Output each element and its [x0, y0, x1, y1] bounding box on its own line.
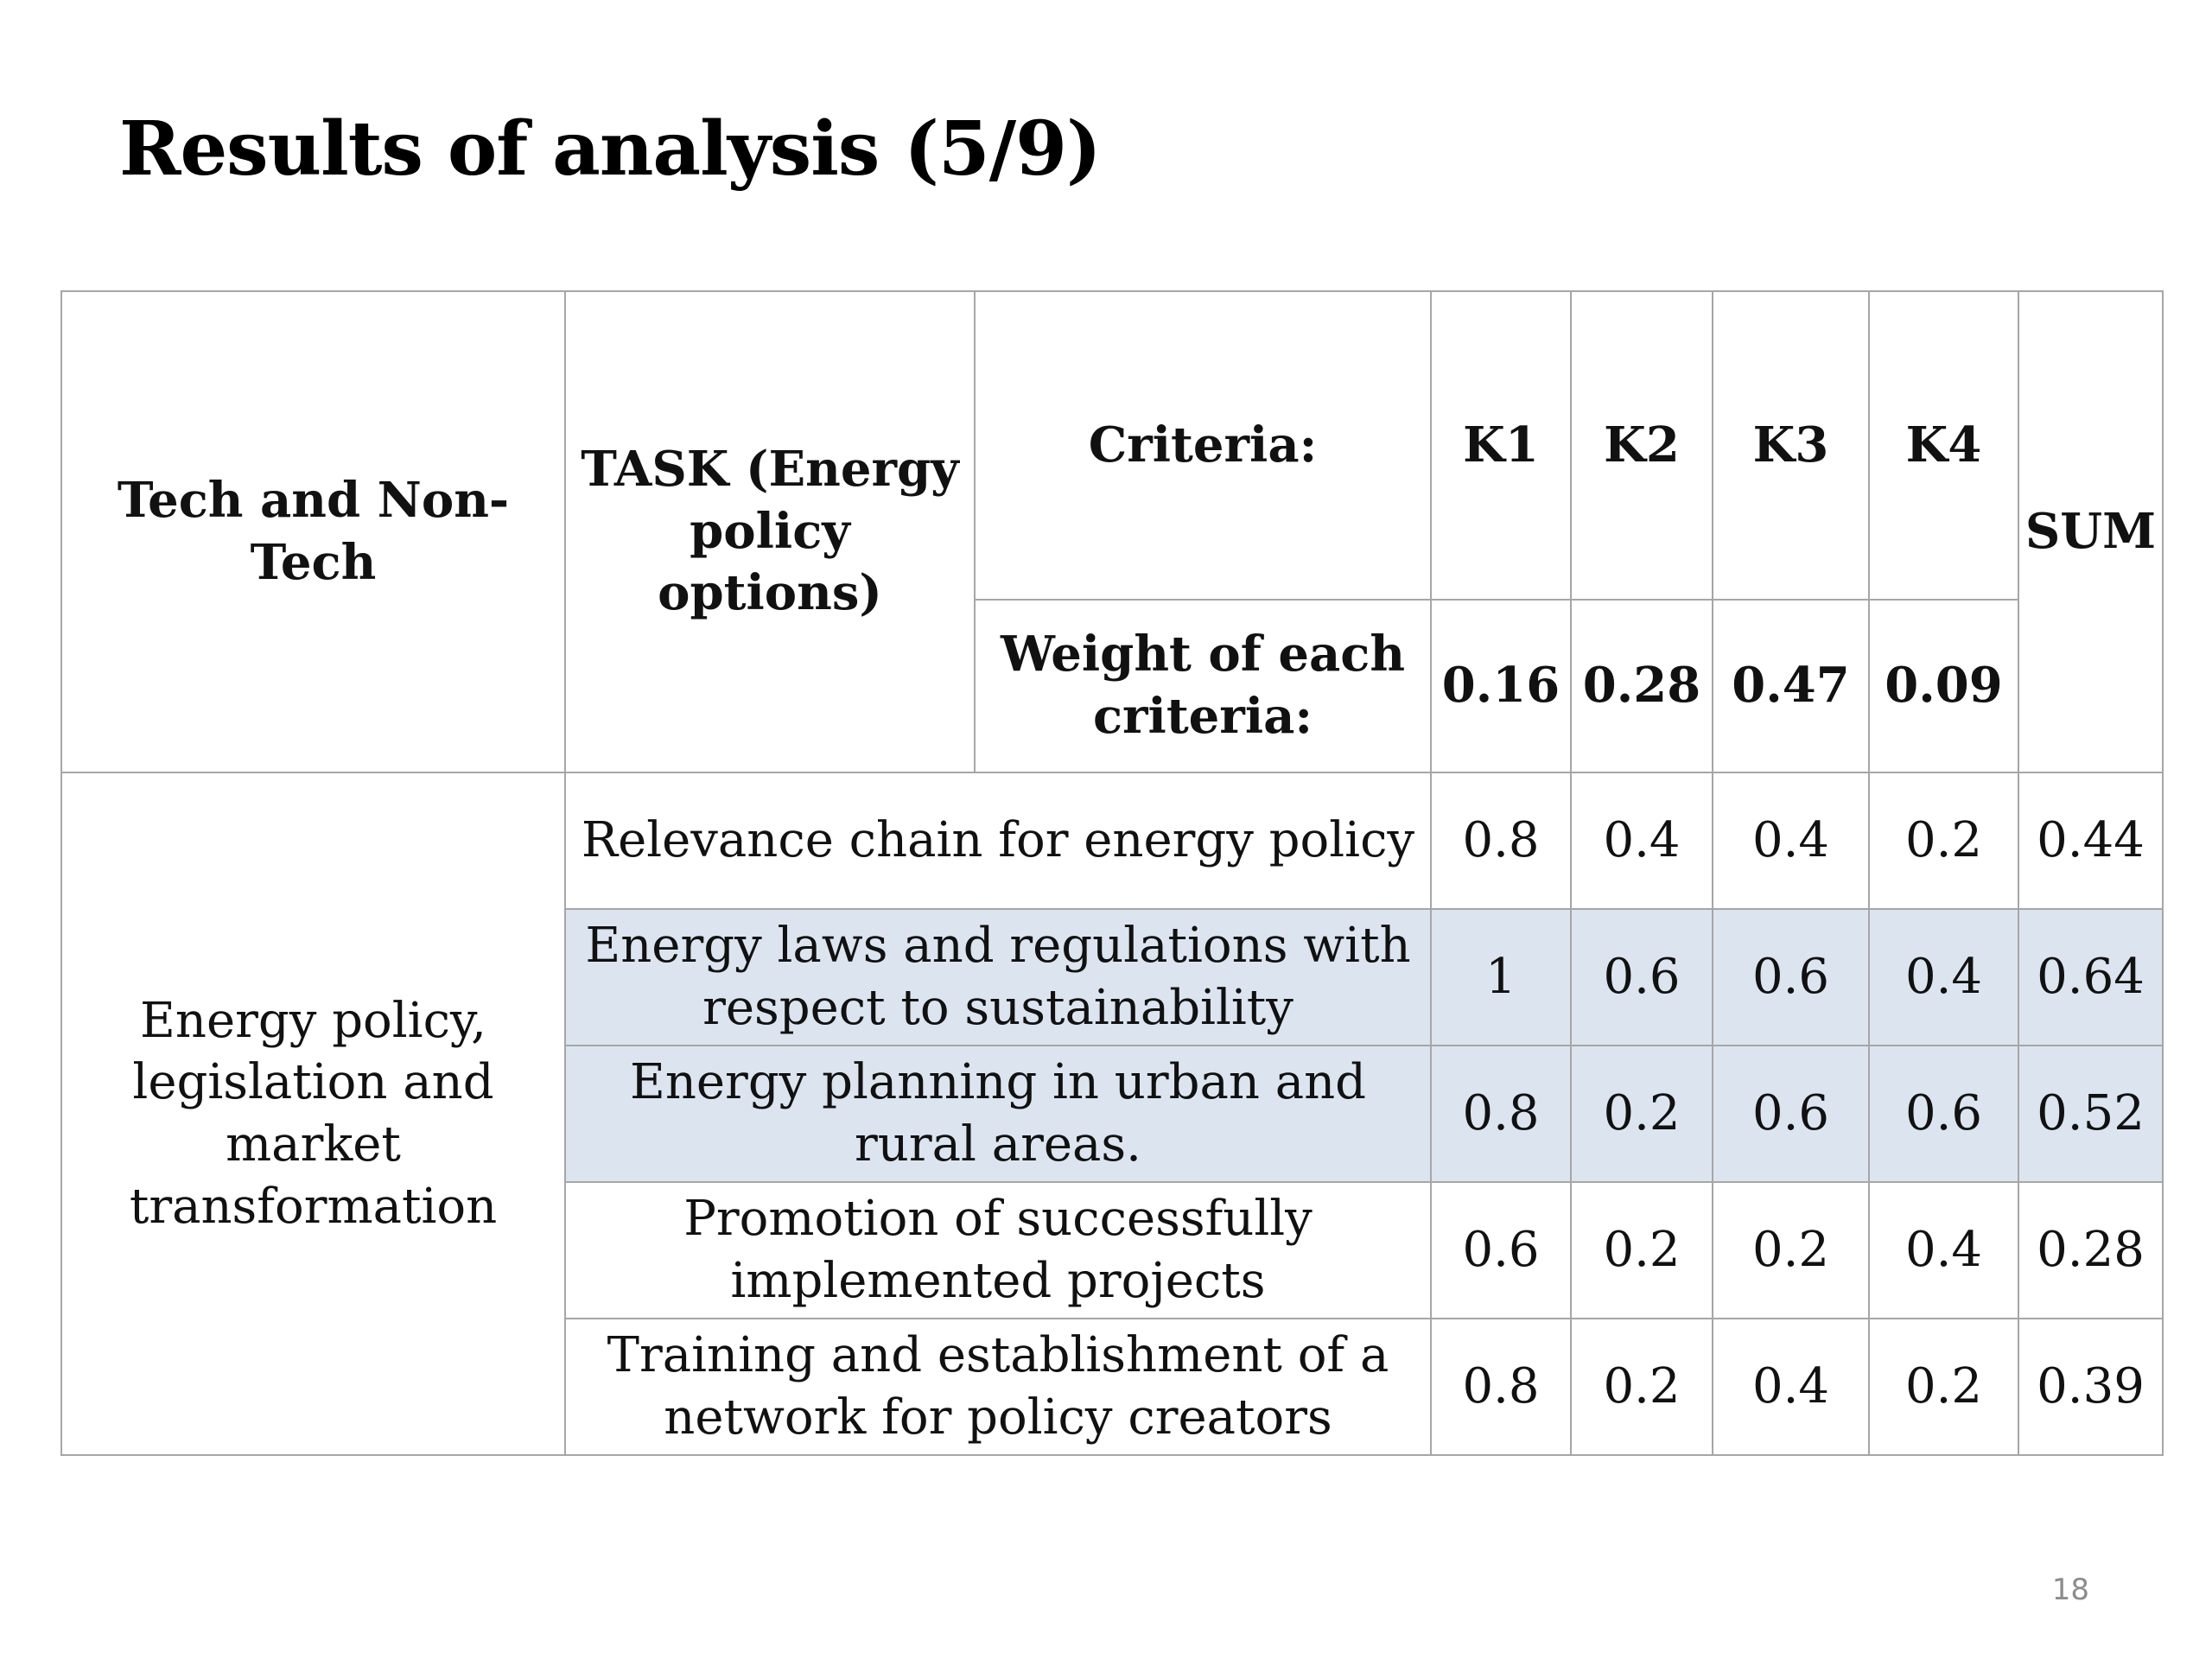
- sum-cell: 0.52: [2018, 1045, 2164, 1183]
- header-sum: SUM: [2018, 290, 2164, 773]
- sum-cell: 0.64: [2018, 908, 2164, 1046]
- table-row: Promotion of successfully implemented pr…: [61, 1181, 2164, 1319]
- task-cell: Relevance chain for energy policy: [564, 772, 1432, 910]
- score-cell-k1: 0.8: [1430, 772, 1572, 910]
- score-cell-k4: 0.2: [1868, 1318, 2019, 1456]
- table-row: Energy planning in urban and rural areas…: [61, 1045, 2164, 1183]
- score-cell-k3: 0.6: [1712, 908, 1870, 1046]
- table-row: Energy laws and regulations with respect…: [61, 908, 2164, 1046]
- score-cell-k1: 0.6: [1430, 1181, 1572, 1319]
- header-group-col: Tech and Non-Tech: [60, 290, 566, 773]
- page-number: 18: [2051, 1573, 2089, 1607]
- task-cell: Training and establishment of a network …: [564, 1318, 1432, 1456]
- task-cell: Promotion of successfully implemented pr…: [564, 1181, 1432, 1319]
- score-cell-k2: 0.6: [1570, 908, 1713, 1046]
- results-table: Tech and Non-Tech TASK (Energy policy op…: [60, 290, 2164, 1456]
- header-criterion-k2: K2: [1570, 290, 1713, 601]
- score-cell-k3: 0.4: [1712, 772, 1870, 910]
- header-criterion-k1: K1: [1430, 290, 1572, 601]
- task-cell: Energy planning in urban and rural areas…: [564, 1045, 1432, 1183]
- score-cell-k1: 0.8: [1430, 1318, 1572, 1456]
- score-cell-k3: 0.6: [1712, 1045, 1870, 1183]
- header-row-weights: Weight of each criteria: 0.16 0.28 0.47 …: [61, 599, 2163, 773]
- score-cell-k1: 0.8: [1430, 1045, 1572, 1183]
- group-cell: Energy policy, legislation and market tr…: [60, 772, 566, 1456]
- header-criterion-k3: K3: [1712, 290, 1870, 601]
- table-row: Energy policy, legislation and market tr…: [60, 772, 2164, 1456]
- table-row: Training and establishment of a network …: [61, 1318, 2164, 1456]
- weight-k2: 0.28: [1570, 599, 1713, 773]
- header-task-col: TASK (Energy policy options): [564, 290, 976, 773]
- score-cell-k2: 0.2: [1570, 1318, 1713, 1456]
- header-row-criteria: Tech and Non-Tech TASK (Energy policy op…: [60, 290, 2164, 773]
- weight-k3: 0.47: [1712, 599, 1870, 773]
- score-cell-k4: 0.4: [1868, 1181, 2019, 1319]
- header-criteria-label: Criteria:: [974, 290, 1432, 601]
- weight-k4: 0.09: [1868, 599, 2019, 773]
- score-cell-k3: 0.4: [1712, 1318, 1870, 1456]
- header-criterion-k4: K4: [1868, 290, 2019, 601]
- header-weight-label: Weight of each criteria:: [974, 599, 1432, 773]
- score-cell-k4: 0.4: [1868, 908, 2019, 1046]
- slide-title: Results of analysis (5/9): [119, 105, 1102, 193]
- score-cell-k3: 0.2: [1712, 1181, 1870, 1319]
- score-cell-k4: 0.6: [1868, 1045, 2019, 1183]
- task-cell: Energy laws and regulations with respect…: [564, 908, 1432, 1046]
- sum-cell: 0.44: [2018, 772, 2164, 910]
- score-cell-k1: 1: [1430, 908, 1572, 1046]
- sum-cell: 0.28: [2018, 1181, 2164, 1319]
- score-cell-k4: 0.2: [1868, 772, 2019, 910]
- score-cell-k2: 0.4: [1570, 772, 1713, 910]
- sum-cell: 0.39: [2018, 1318, 2164, 1456]
- weight-k1: 0.16: [1430, 599, 1572, 773]
- score-cell-k2: 0.2: [1570, 1181, 1713, 1319]
- score-cell-k2: 0.2: [1570, 1045, 1713, 1183]
